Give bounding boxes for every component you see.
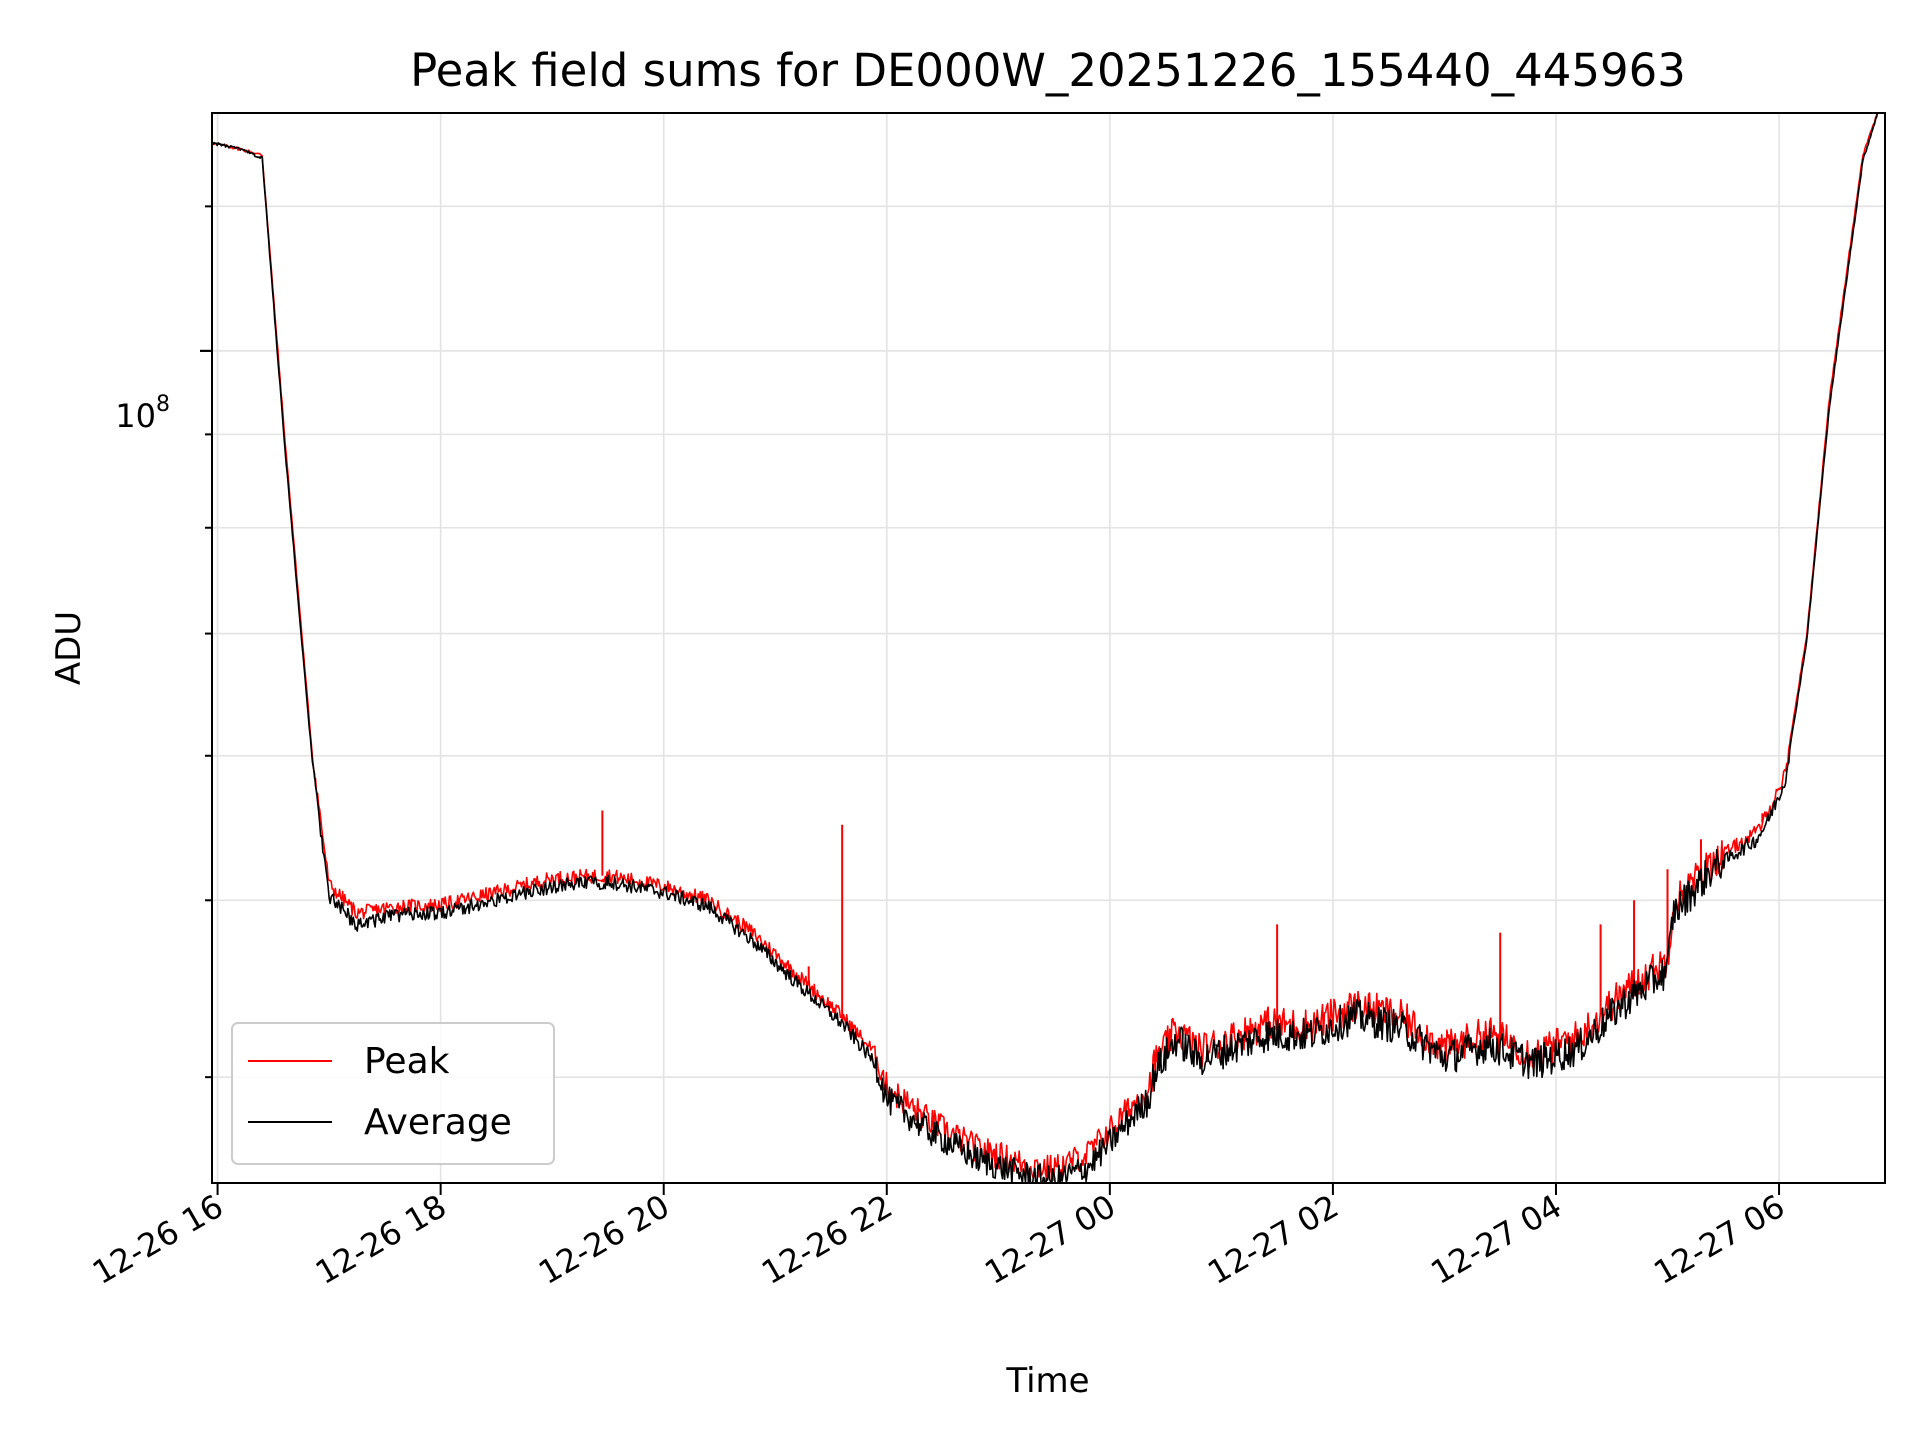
- y-tick-exponent: 8: [156, 392, 170, 417]
- y-axis-label: ADU: [49, 611, 89, 685]
- legend-peak-label: Peak: [364, 1041, 450, 1082]
- plot-frame: [211, 112, 1886, 1184]
- grid-lines: [212, 113, 1885, 1183]
- legend-average-label: Average: [364, 1102, 512, 1143]
- y-tick-base: 10: [115, 397, 156, 435]
- series-lines: [212, 113, 1879, 1183]
- y-tick-label-1e8: 108: [115, 392, 170, 435]
- x-axis-label: Time: [1005, 1361, 1089, 1401]
- legend-box: [231, 1022, 555, 1165]
- series-line-average: [212, 113, 1879, 1183]
- chart-title: Peak field sums for DE000W_20251226_1554…: [410, 44, 1686, 97]
- series-line-peak: [212, 113, 1879, 1181]
- legend: Peak Average: [231, 1022, 555, 1165]
